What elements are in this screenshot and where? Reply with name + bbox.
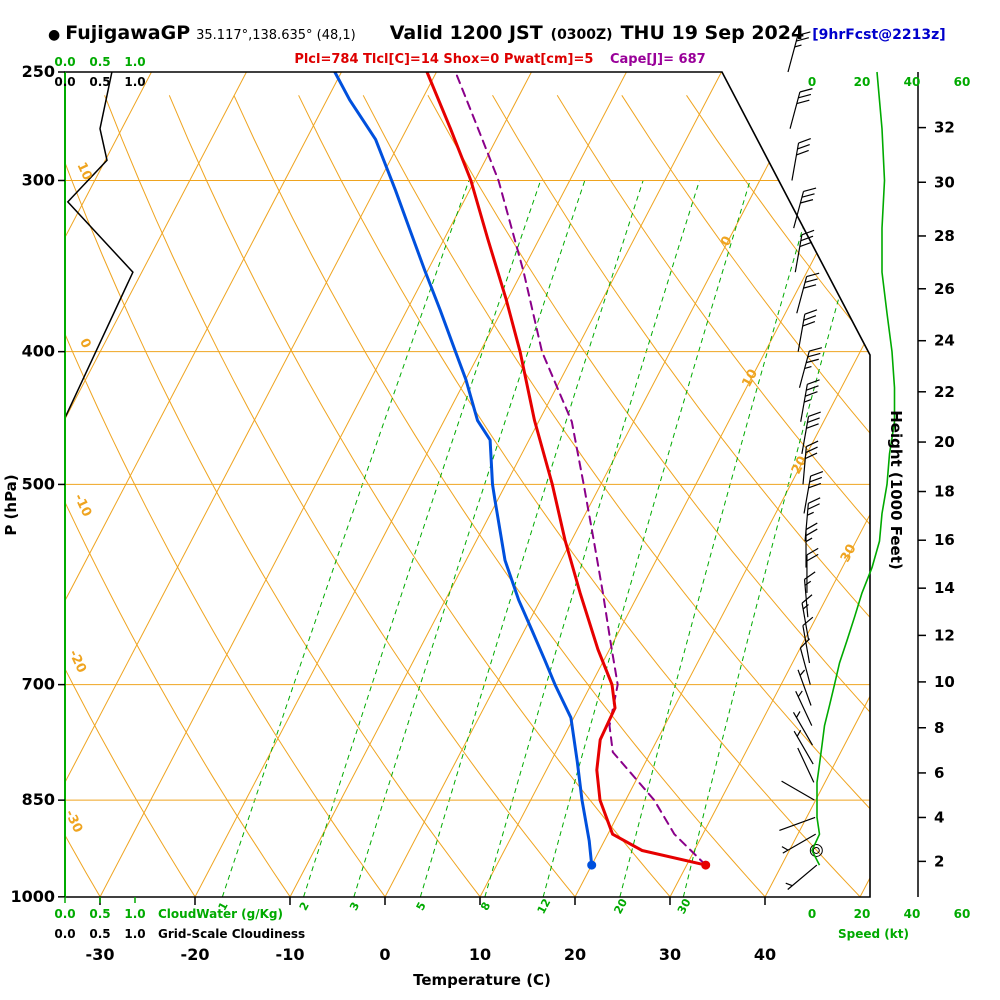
svg-text:300: 300 (22, 170, 55, 189)
svg-text:30: 30 (675, 896, 694, 916)
svg-text:5: 5 (414, 900, 429, 913)
svg-text:-10: -10 (71, 492, 95, 520)
svg-text:1.0: 1.0 (124, 927, 145, 941)
svg-text:400: 400 (22, 342, 55, 361)
cloudiness-profile (65, 72, 134, 897)
svg-text:6: 6 (934, 764, 944, 782)
cloudiness-label: Grid-Scale Cloudiness (158, 927, 305, 941)
svg-text:10: 10 (934, 673, 955, 691)
svg-text:8: 8 (934, 719, 944, 737)
header: ● FujigawaGP 35.117°,138.635° (48,1) Val… (48, 22, 946, 44)
height-axis-label: Height (1000 Feet) (887, 410, 905, 570)
svg-text:30: 30 (659, 945, 681, 964)
svg-text:0.0: 0.0 (54, 927, 75, 941)
svg-text:2: 2 (297, 900, 312, 913)
svg-text:700: 700 (22, 675, 55, 694)
svg-text:30: 30 (838, 542, 860, 565)
svg-text:28: 28 (934, 227, 955, 245)
cloudwater-label: CloudWater (g/Kg) (158, 907, 283, 921)
svg-text:22: 22 (934, 383, 955, 401)
svg-text:8: 8 (478, 900, 493, 913)
svg-text:40: 40 (904, 75, 921, 89)
svg-text:0.5: 0.5 (89, 927, 110, 941)
valid-time: Valid 1200 JST (389, 22, 543, 44)
svg-text:3: 3 (347, 900, 362, 913)
svg-text:2: 2 (934, 852, 944, 870)
svg-text:1000: 1000 (10, 887, 55, 906)
svg-text:-30: -30 (86, 945, 115, 964)
svg-text:-10: -10 (276, 945, 305, 964)
svg-text:1.0: 1.0 (124, 907, 145, 921)
svg-text:250: 250 (22, 62, 55, 81)
svg-text:0: 0 (808, 907, 816, 921)
speed-axis-label: Speed (kt) (838, 927, 909, 941)
svg-text:0: 0 (76, 336, 93, 351)
valid-time-utc: (0300Z) (550, 27, 613, 43)
stats-thermo: Plcl=784 Tlcl[C]=14 Shox=0 Pwat[cm]=5 (294, 52, 594, 67)
svg-text:500: 500 (22, 474, 55, 493)
svg-text:60: 60 (954, 75, 971, 89)
svg-text:20: 20 (854, 75, 871, 89)
sounding-curves (333, 72, 711, 870)
svg-text:10: 10 (739, 367, 761, 390)
svg-text:10: 10 (469, 945, 491, 964)
svg-text:0.0: 0.0 (54, 75, 75, 89)
svg-text:0: 0 (808, 75, 816, 89)
svg-text:1.0: 1.0 (124, 75, 145, 89)
svg-text:14: 14 (934, 579, 955, 597)
svg-text:60: 60 (954, 907, 971, 921)
svg-text:12: 12 (934, 626, 955, 644)
svg-text:10: 10 (73, 160, 94, 183)
svg-text:0.5: 0.5 (89, 75, 110, 89)
svg-text:18: 18 (934, 483, 955, 501)
svg-text:20: 20 (854, 907, 871, 921)
valid-date: THU 19 Sep 2024 (620, 22, 805, 44)
skewt-background-lines (65, 72, 870, 897)
stats-line: Plcl=784 Tlcl[C]=14 Shox=0 Pwat[cm]=5 Ca… (0, 52, 1000, 67)
svg-text:850: 850 (22, 790, 55, 809)
svg-text:20: 20 (564, 945, 586, 964)
svg-text:0: 0 (379, 945, 390, 964)
svg-text:12: 12 (535, 897, 554, 917)
wind-speed-curve (811, 71, 896, 866)
pressure-axis-label: P (hPa) (2, 474, 20, 535)
svg-text:32: 32 (934, 119, 955, 137)
svg-text:4: 4 (934, 808, 944, 826)
stats-cape: Cape[J]= 687 (609, 52, 706, 67)
svg-text:20: 20 (934, 433, 955, 451)
wind-barbs (779, 31, 824, 890)
svg-text:-20: -20 (65, 648, 89, 676)
temperature-axis-label: Temperature (C) (413, 971, 551, 989)
svg-text:0.5: 0.5 (89, 55, 110, 69)
svg-text:0.0: 0.0 (54, 907, 75, 921)
station-name: FujigawaGP (65, 22, 191, 44)
forecast-tag: [9hrFcst@2213z] (812, 27, 946, 43)
svg-text:0.5: 0.5 (89, 907, 110, 921)
station-coords: 35.117°,138.635° (48,1) (196, 28, 356, 43)
station-marker-icon: ● (48, 27, 61, 43)
svg-text:26: 26 (934, 280, 955, 298)
svg-text:0.0: 0.0 (54, 55, 75, 69)
svg-text:16: 16 (934, 531, 955, 549)
svg-text:24: 24 (934, 332, 955, 350)
svg-text:20: 20 (611, 896, 630, 916)
svg-text:30: 30 (934, 173, 955, 191)
svg-text:40: 40 (904, 907, 921, 921)
svg-text:1.0: 1.0 (124, 55, 145, 69)
svg-text:40: 40 (754, 945, 776, 964)
svg-text:-20: -20 (181, 945, 210, 964)
